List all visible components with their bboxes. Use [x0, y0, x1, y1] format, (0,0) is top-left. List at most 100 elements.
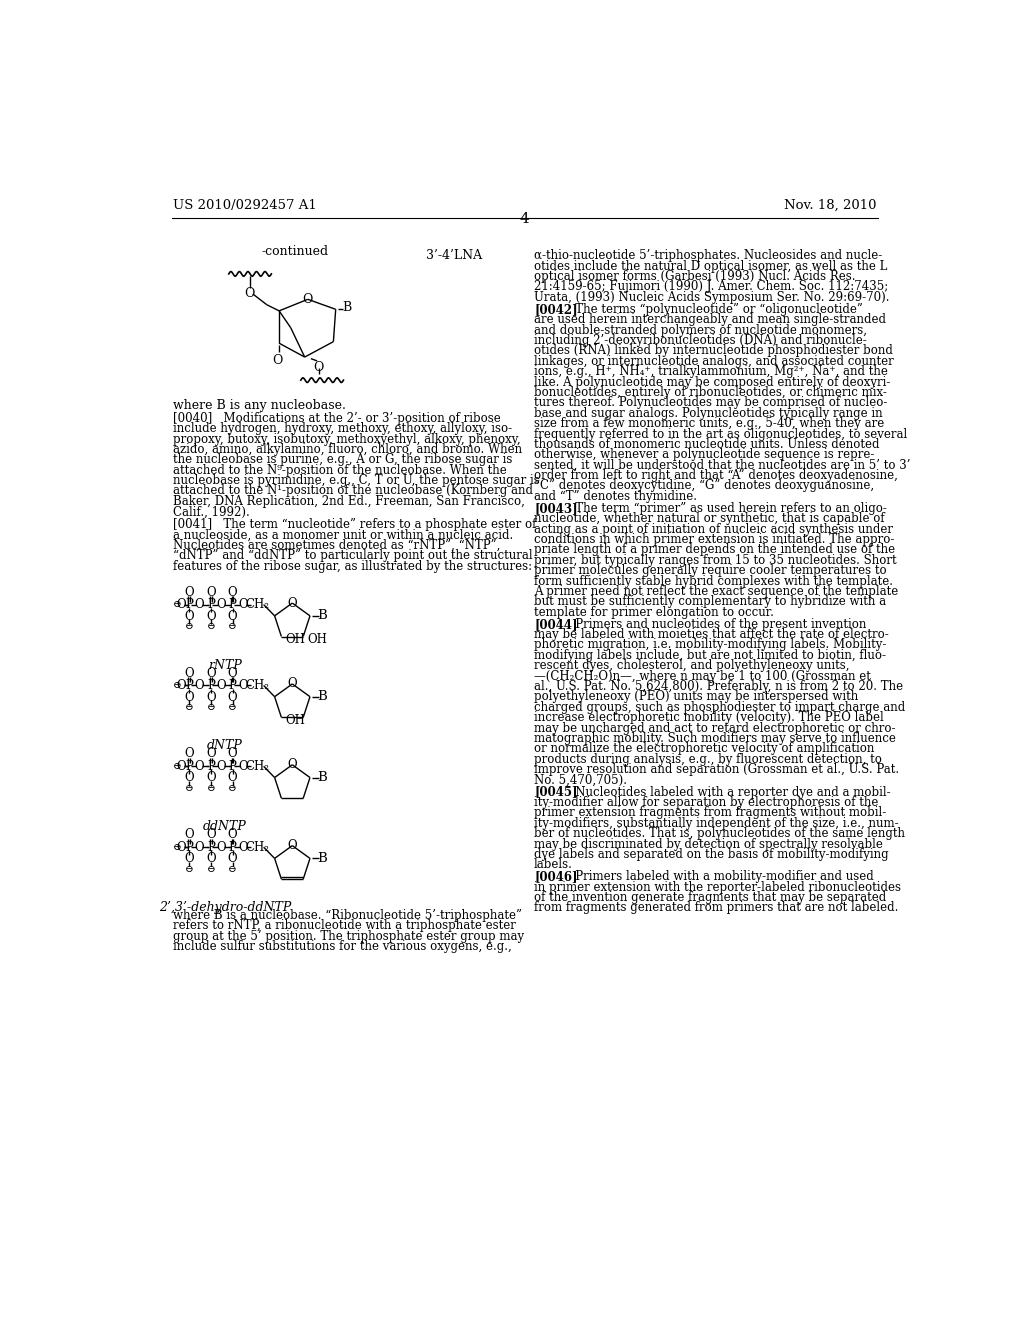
Text: O: O [176, 678, 185, 692]
Text: nucleotide, whether natural or synthetic, that is capable of: nucleotide, whether natural or synthetic… [535, 512, 885, 525]
Text: linkages, or internucleotide analogs, and associated counter: linkages, or internucleotide analogs, an… [535, 355, 894, 368]
Text: ⊖: ⊖ [172, 681, 181, 690]
Text: Urata, (1993) Nucleic Acids Symposium Ser. No. 29:69-70).: Urata, (1993) Nucleic Acids Symposium Se… [535, 290, 890, 304]
Text: OH: OH [286, 714, 305, 727]
Text: O: O [206, 690, 216, 704]
Text: 4: 4 [520, 213, 529, 226]
Text: O: O [195, 760, 204, 772]
Text: O: O [184, 586, 194, 599]
Text: “dNTP” and “ddNTP” to particularly point out the structural: “dNTP” and “ddNTP” to particularly point… [173, 549, 532, 562]
Text: O: O [176, 841, 185, 854]
Text: O: O [227, 690, 238, 704]
Text: attached to the N⁹-position of the nucleobase. When the: attached to the N⁹-position of the nucle… [173, 463, 507, 477]
Text: O: O [184, 747, 194, 760]
Text: P: P [228, 841, 237, 854]
Text: O: O [206, 771, 216, 784]
Text: include sulfur substitutions for the various oxygens, e.g.,: include sulfur substitutions for the var… [173, 940, 512, 953]
Text: primer extension fragments from fragments without mobil-: primer extension fragments from fragment… [535, 807, 887, 820]
Text: O: O [216, 841, 226, 854]
Text: CH₂: CH₂ [246, 760, 269, 772]
Text: O: O [227, 610, 238, 623]
Text: 2’,3’-dehydro-ddNTP: 2’,3’-dehydro-ddNTP [159, 902, 291, 913]
Text: [0044]: [0044] [535, 618, 578, 631]
Text: US 2010/0292457 A1: US 2010/0292457 A1 [173, 199, 316, 213]
Text: but must be sufficiently complementary to hybridize with a: but must be sufficiently complementary t… [535, 595, 886, 609]
Text: phoretic migration, i.e. mobility-modifying labels. Mobility-: phoretic migration, i.e. mobility-modify… [535, 639, 887, 652]
Text: Primers labeled with a mobility-modifier and used: Primers labeled with a mobility-modifier… [563, 870, 873, 883]
Text: [0041]   The term “nucleotide” refers to a phosphate ester of: [0041] The term “nucleotide” refers to a… [173, 517, 537, 531]
Text: O: O [238, 678, 248, 692]
Text: O: O [288, 597, 297, 610]
Text: ⊖: ⊖ [185, 704, 194, 713]
Text: CH₂: CH₂ [246, 678, 269, 692]
Text: P: P [185, 678, 194, 692]
Text: O: O [184, 667, 194, 680]
Text: ions, e.g., H⁺, NH₄⁺, trialkylammonium, Mg²⁺, Na⁺, and the: ions, e.g., H⁺, NH₄⁺, trialkylammonium, … [535, 366, 888, 378]
Text: The terms “polynucleotide” or “oligonucleotide”: The terms “polynucleotide” or “oligonucl… [563, 302, 862, 315]
Text: P: P [207, 598, 215, 611]
Text: bonucleotides, entirely of ribonucleotides, or chimeric mix-: bonucleotides, entirely of ribonucleotid… [535, 385, 887, 399]
Text: ⊖: ⊖ [207, 623, 215, 631]
Text: O: O [288, 840, 297, 853]
Text: OH: OH [286, 634, 305, 645]
Text: ⊖: ⊖ [207, 704, 215, 713]
Text: O: O [303, 293, 313, 306]
Text: conditions in which primer extension is initiated. The appro-: conditions in which primer extension is … [535, 533, 895, 546]
Text: CH₂: CH₂ [246, 841, 269, 854]
Text: Baker, DNA Replication, 2nd Ed., Freeman, San Francisco,: Baker, DNA Replication, 2nd Ed., Freeman… [173, 495, 525, 508]
Text: matographic mobility. Such modifiers may serve to influence: matographic mobility. Such modifiers may… [535, 733, 896, 744]
Text: OH: OH [307, 634, 327, 645]
Text: O: O [227, 586, 238, 599]
Text: ⊖: ⊖ [228, 704, 237, 713]
Text: otherwise, whenever a polynucleotide sequence is repre-: otherwise, whenever a polynucleotide seq… [535, 449, 874, 461]
Text: ⊖: ⊖ [185, 865, 194, 874]
Text: O: O [227, 853, 238, 865]
Text: Calif., 1992).: Calif., 1992). [173, 506, 250, 519]
Text: [0042]: [0042] [535, 302, 578, 315]
Text: α-thio-nucleotide 5’-triphosphates. Nucleosides and nucle-: α-thio-nucleotide 5’-triphosphates. Nucl… [535, 249, 883, 263]
Text: modifying labels include, but are not limited to biotin, fluo-: modifying labels include, but are not li… [535, 649, 886, 661]
Text: order from left to right and that “A” denotes deoxyadenosine,: order from left to right and that “A” de… [535, 469, 898, 482]
Text: ⊖: ⊖ [228, 623, 237, 631]
Text: Nucleotides are sometimes denoted as “rNTP”, “NTP”,: Nucleotides are sometimes denoted as “rN… [173, 539, 501, 552]
Text: features of the ribose sugar, as illustrated by the structures:: features of the ribose sugar, as illustr… [173, 560, 532, 573]
Text: Primers and nucleotides of the present invention: Primers and nucleotides of the present i… [563, 618, 866, 631]
Text: 21:4159-65; Fujimori (1990) J. Amer. Chem. Soc. 112:7435;: 21:4159-65; Fujimori (1990) J. Amer. Che… [535, 280, 889, 293]
Text: Nucleotides labeled with a reporter dye and a mobil-: Nucleotides labeled with a reporter dye … [563, 785, 890, 799]
Text: thousands of monomeric nucleotide units. Unless denoted: thousands of monomeric nucleotide units.… [535, 438, 880, 451]
Text: P: P [228, 598, 237, 611]
Text: attached to the N¹-position of the nucleobase (Kornberg and: attached to the N¹-position of the nucle… [173, 484, 532, 498]
Text: propoxy, butoxy, isobutoxy, methoxyethyl, alkoxy, phenoxy,: propoxy, butoxy, isobutoxy, methoxyethyl… [173, 433, 520, 446]
Text: P: P [228, 760, 237, 772]
Text: P: P [185, 841, 194, 854]
Text: P: P [207, 760, 215, 772]
Text: improve resolution and separation (Grossman et al., U.S. Pat.: improve resolution and separation (Gross… [535, 763, 899, 776]
Text: and double-stranded polymers of nucleotide monomers,: and double-stranded polymers of nucleoti… [535, 323, 867, 337]
Text: may be discriminated by detection of spectrally resolvable: may be discriminated by detection of spe… [535, 838, 883, 850]
Text: No. 5,470,705).: No. 5,470,705). [535, 774, 627, 787]
Text: nucleobase is pyrimidine, e.g., C, T or U, the pentose sugar is: nucleobase is pyrimidine, e.g., C, T or … [173, 474, 540, 487]
Text: group at the 5’ position. The triphosphate ester group may: group at the 5’ position. The triphospha… [173, 929, 524, 942]
Text: O: O [206, 853, 216, 865]
Text: ⊖: ⊖ [185, 623, 194, 631]
Text: B: B [342, 301, 351, 314]
Text: The term “primer” as used herein refers to an oligo-: The term “primer” as used herein refers … [563, 502, 887, 515]
Text: priate length of a primer depends on the intended use of the: priate length of a primer depends on the… [535, 544, 895, 557]
Text: O: O [206, 667, 216, 680]
Text: azido, amino, alkylamino, fluoro, chloro, and bromo. When: azido, amino, alkylamino, fluoro, chloro… [173, 444, 522, 455]
Text: O: O [195, 598, 204, 611]
Text: O: O [227, 747, 238, 760]
Text: and “T” denotes thymidine.: and “T” denotes thymidine. [535, 490, 697, 503]
Text: labels.: labels. [535, 858, 573, 871]
Text: in primer extension with the reporter-labeled ribonucleotides: in primer extension with the reporter-la… [535, 880, 901, 894]
Text: 3’-4’LNA: 3’-4’LNA [426, 249, 482, 263]
Text: rNTP: rNTP [208, 659, 242, 672]
Text: [0046]: [0046] [535, 870, 578, 883]
Text: increase electrophoretic mobility (velocity). The PEO label: increase electrophoretic mobility (veloc… [535, 711, 884, 725]
Text: dNTP: dNTP [207, 739, 243, 752]
Text: O: O [176, 598, 185, 611]
Text: base and sugar analogs. Polynucleotides typically range in: base and sugar analogs. Polynucleotides … [535, 407, 883, 420]
Text: rescent dyes, cholesterol, and polyethyleneoxy units,: rescent dyes, cholesterol, and polyethyl… [535, 659, 850, 672]
Text: tures thereof. Polynucleotides may be comprised of nucleo-: tures thereof. Polynucleotides may be co… [535, 396, 888, 409]
Text: where B is a nucleobase. “Ribonucleotide 5’-triphosphate”: where B is a nucleobase. “Ribonucleotide… [173, 908, 522, 921]
